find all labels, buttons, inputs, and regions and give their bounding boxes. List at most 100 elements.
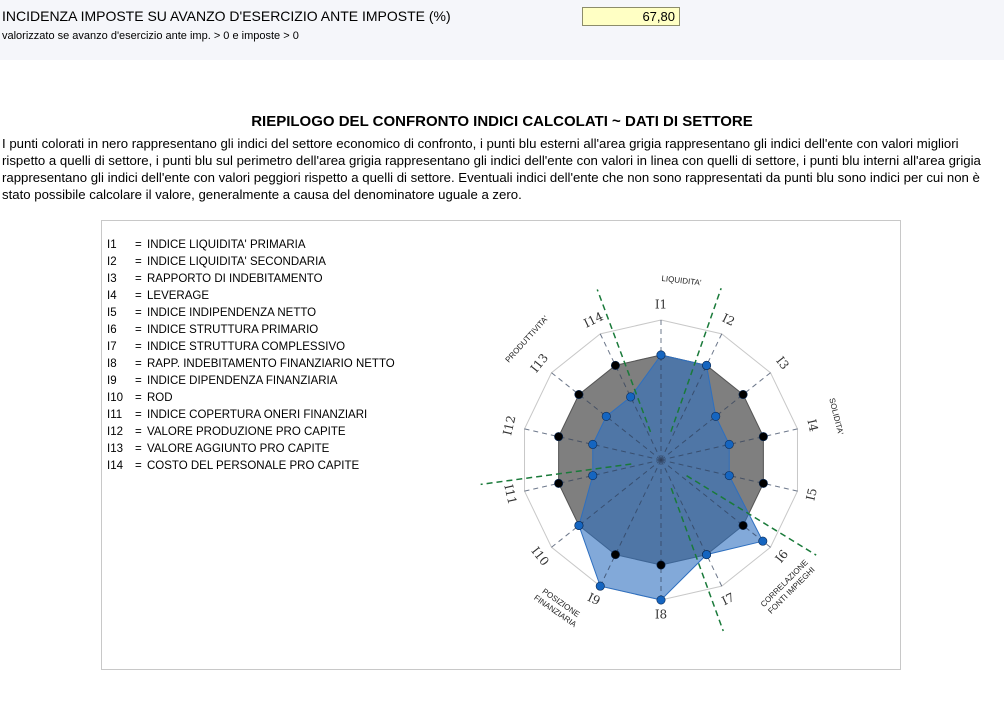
legend-code: I12 [107, 426, 123, 438]
legend-equals: = [135, 460, 142, 472]
legend-label: INDICE LIQUIDITA' PRIMARIA [147, 239, 306, 251]
section-title: RIEPILOGO DEL CONFRONTO INDICI CALCOLATI… [251, 113, 753, 130]
legend-item: I6 = INDICE STRUTTURA PRIMARIO [107, 322, 395, 339]
legend-item: I12 = VALORE PRODUZIONE PRO CAPITE [107, 424, 395, 441]
legend-item: I11 = INDICE COPERTURA ONERI FINANZIARI [107, 407, 395, 424]
tax-incidence-note: valorizzato se avanzo d'esercizio ante i… [2, 30, 299, 42]
data-point [738, 520, 748, 530]
axis-label: I4 [804, 418, 820, 434]
group-separator [596, 289, 652, 433]
legend-label: INDICE DIPENDENZA FINANZIARIA [147, 375, 338, 387]
legend-equals: = [135, 307, 142, 319]
summary-band [0, 0, 1004, 60]
legend-label: RAPPORTO DI INDEBITAMENTO [147, 273, 323, 285]
legend-label: LEVERAGE [147, 290, 209, 302]
legend-equals: = [135, 392, 142, 404]
data-point [711, 411, 721, 421]
data-point [724, 439, 734, 449]
legend-equals: = [135, 324, 142, 336]
radar-chart-panel: I1 = INDICE LIQUIDITA' PRIMARIA I2 = INDICE L… [101, 220, 901, 670]
group-label: LIQUIDITA' [661, 274, 702, 288]
legend-label: VALORE AGGIUNTO PRO CAPITE [147, 443, 330, 455]
section-description: I punti colorati in nero rappresentano g… [2, 136, 981, 202]
data-point [758, 536, 768, 546]
data-point [574, 390, 584, 400]
legend-item: I13 = VALORE AGGIUNTO PRO CAPITE [107, 441, 395, 458]
data-point [595, 581, 605, 591]
legend-label: COSTO DEL PERSONALE PRO CAPITE [147, 460, 360, 472]
legend-equals: = [135, 239, 142, 251]
legend-item: I3 = RAPPORTO DI INDEBITAMENTO [107, 271, 395, 288]
data-point [588, 439, 598, 449]
legend-code: I1 [107, 239, 117, 251]
legend-item: I8 = RAPP. INDEBITAMENTO FINANZIARIO NETTO [107, 356, 395, 373]
data-point [656, 595, 666, 605]
legend-label: INDICE INDIPENDENZA NETTO [147, 307, 317, 319]
legend-equals: = [135, 358, 142, 370]
legend-label: VALORE PRODUZIONE PRO CAPITE [147, 426, 346, 438]
legend-equals: = [135, 290, 142, 302]
legend-equals: = [135, 256, 142, 268]
legend-code: I10 [107, 392, 123, 404]
group-label: SOLIDITA' [827, 397, 845, 436]
axis-label: I5 [803, 487, 819, 502]
axis-label: I10 [528, 544, 551, 568]
data-point [738, 390, 748, 400]
legend-item: I9 = INDICE DIPENDENZA FINANZIARIA [107, 373, 395, 390]
legend-item: I10 = ROD [107, 390, 395, 407]
legend-equals: = [135, 341, 142, 353]
legend-code: I8 [107, 358, 117, 370]
legend-code: I9 [107, 375, 117, 387]
axis-label: I11 [501, 483, 519, 506]
legend-code: I3 [107, 273, 117, 285]
axis-label: I14 [581, 309, 605, 330]
data-point [724, 471, 734, 481]
data-point [554, 478, 564, 488]
radar-chart: I1 I2 I3 I4 I5 I6 I7 I8 I9 I10 I11 I12 I13 I14 LIQUIDI… [480, 274, 845, 632]
legend-item: I1 = INDICE LIQUIDITA' PRIMARIA [107, 237, 395, 254]
group-label-line: LIQUIDITA' [661, 274, 702, 288]
legend-label: INDICE LIQUIDITA' SECONDARIA [147, 256, 326, 268]
axis-label: I1 [655, 298, 667, 312]
data-point [610, 360, 620, 370]
data-point [656, 350, 666, 360]
tax-incidence-value[interactable]: 67,80 [582, 7, 680, 26]
data-point [758, 432, 768, 442]
index-legend: I1 = INDICE LIQUIDITA' PRIMARIA I2 = INDICE L… [107, 237, 395, 475]
axis-label: I6 [772, 547, 791, 565]
data-point [554, 432, 564, 442]
data-point [702, 360, 712, 370]
axis-label: I7 [719, 590, 736, 608]
legend-code: I11 [107, 409, 123, 421]
data-point [588, 471, 598, 481]
group-separator [670, 287, 722, 432]
axis-label: I3 [773, 354, 792, 372]
data-point [574, 520, 584, 530]
legend-equals: = [135, 273, 142, 285]
data-point [758, 478, 768, 488]
legend-code: I5 [107, 307, 117, 319]
legend-equals: = [135, 375, 142, 387]
group-separator [670, 487, 724, 632]
legend-label: INDICE STRUTTURA COMPLESSIVO [147, 341, 346, 353]
group-label: POSIZIONEFINANZIARIA [532, 585, 584, 629]
legend-label: RAPP. INDEBITAMENTO FINANZIARIO NETTO [147, 358, 395, 370]
axis-label: I9 [585, 590, 602, 608]
legend-equals: = [135, 426, 142, 438]
legend-label: INDICE COPERTURA ONERI FINANZIARI [147, 409, 368, 421]
legend-code: I13 [107, 443, 123, 455]
data-point [702, 550, 712, 560]
legend-item: I2 = INDICE LIQUIDITA' SECONDARIA [107, 254, 395, 271]
legend-item: I5 = INDICE INDIPENDENZA NETTO [107, 305, 395, 322]
legend-code: I14 [107, 460, 123, 472]
group-label: CORRELAZIONEFONTI IMPIEGHI [759, 558, 817, 616]
axis-label: I13 [528, 351, 551, 375]
legend-code: I6 [107, 324, 117, 336]
group-separator [480, 463, 632, 486]
legend-label: ROD [147, 392, 173, 404]
legend-item: I7 = INDICE STRUTTURA COMPLESSIVO [107, 339, 395, 356]
legend-code: I4 [107, 290, 117, 302]
legend-code: I2 [107, 256, 117, 268]
tax-incidence-label: INCIDENZA IMPOSTE SU AVANZO D'ESERCIZIO … [2, 8, 451, 24]
group-separator [686, 475, 817, 556]
